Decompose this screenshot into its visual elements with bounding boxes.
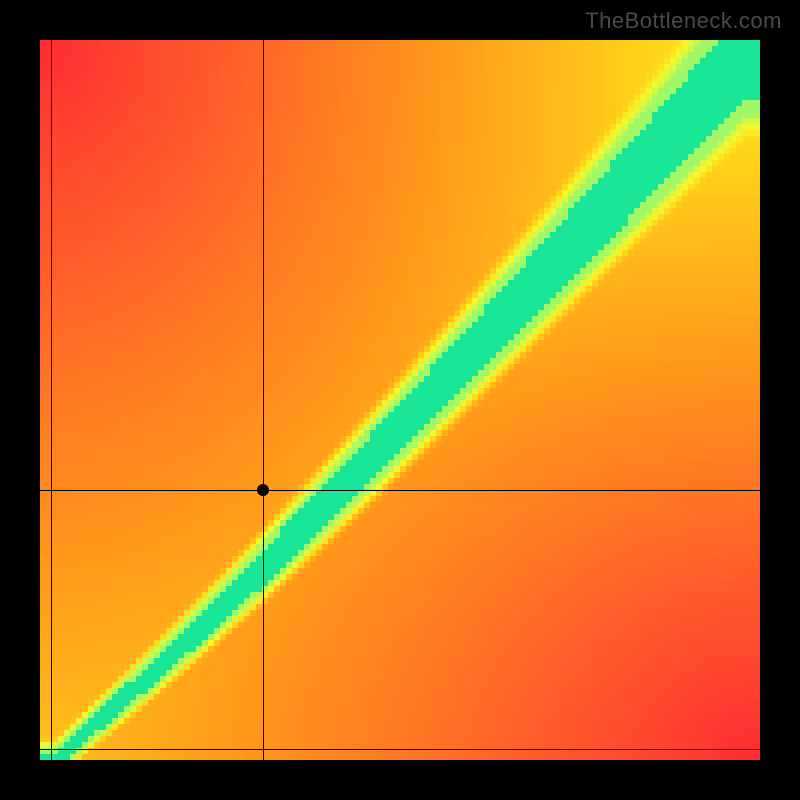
crosshair-horizontal [40,490,760,491]
heatmap-canvas [40,40,760,760]
reference-line-vertical [51,40,52,760]
crosshair-vertical [263,40,264,760]
crosshair-marker-dot [257,484,269,496]
watermark-text: TheBottleneck.com [585,8,782,34]
plot-area [40,40,760,760]
reference-line-horizontal [40,749,760,750]
